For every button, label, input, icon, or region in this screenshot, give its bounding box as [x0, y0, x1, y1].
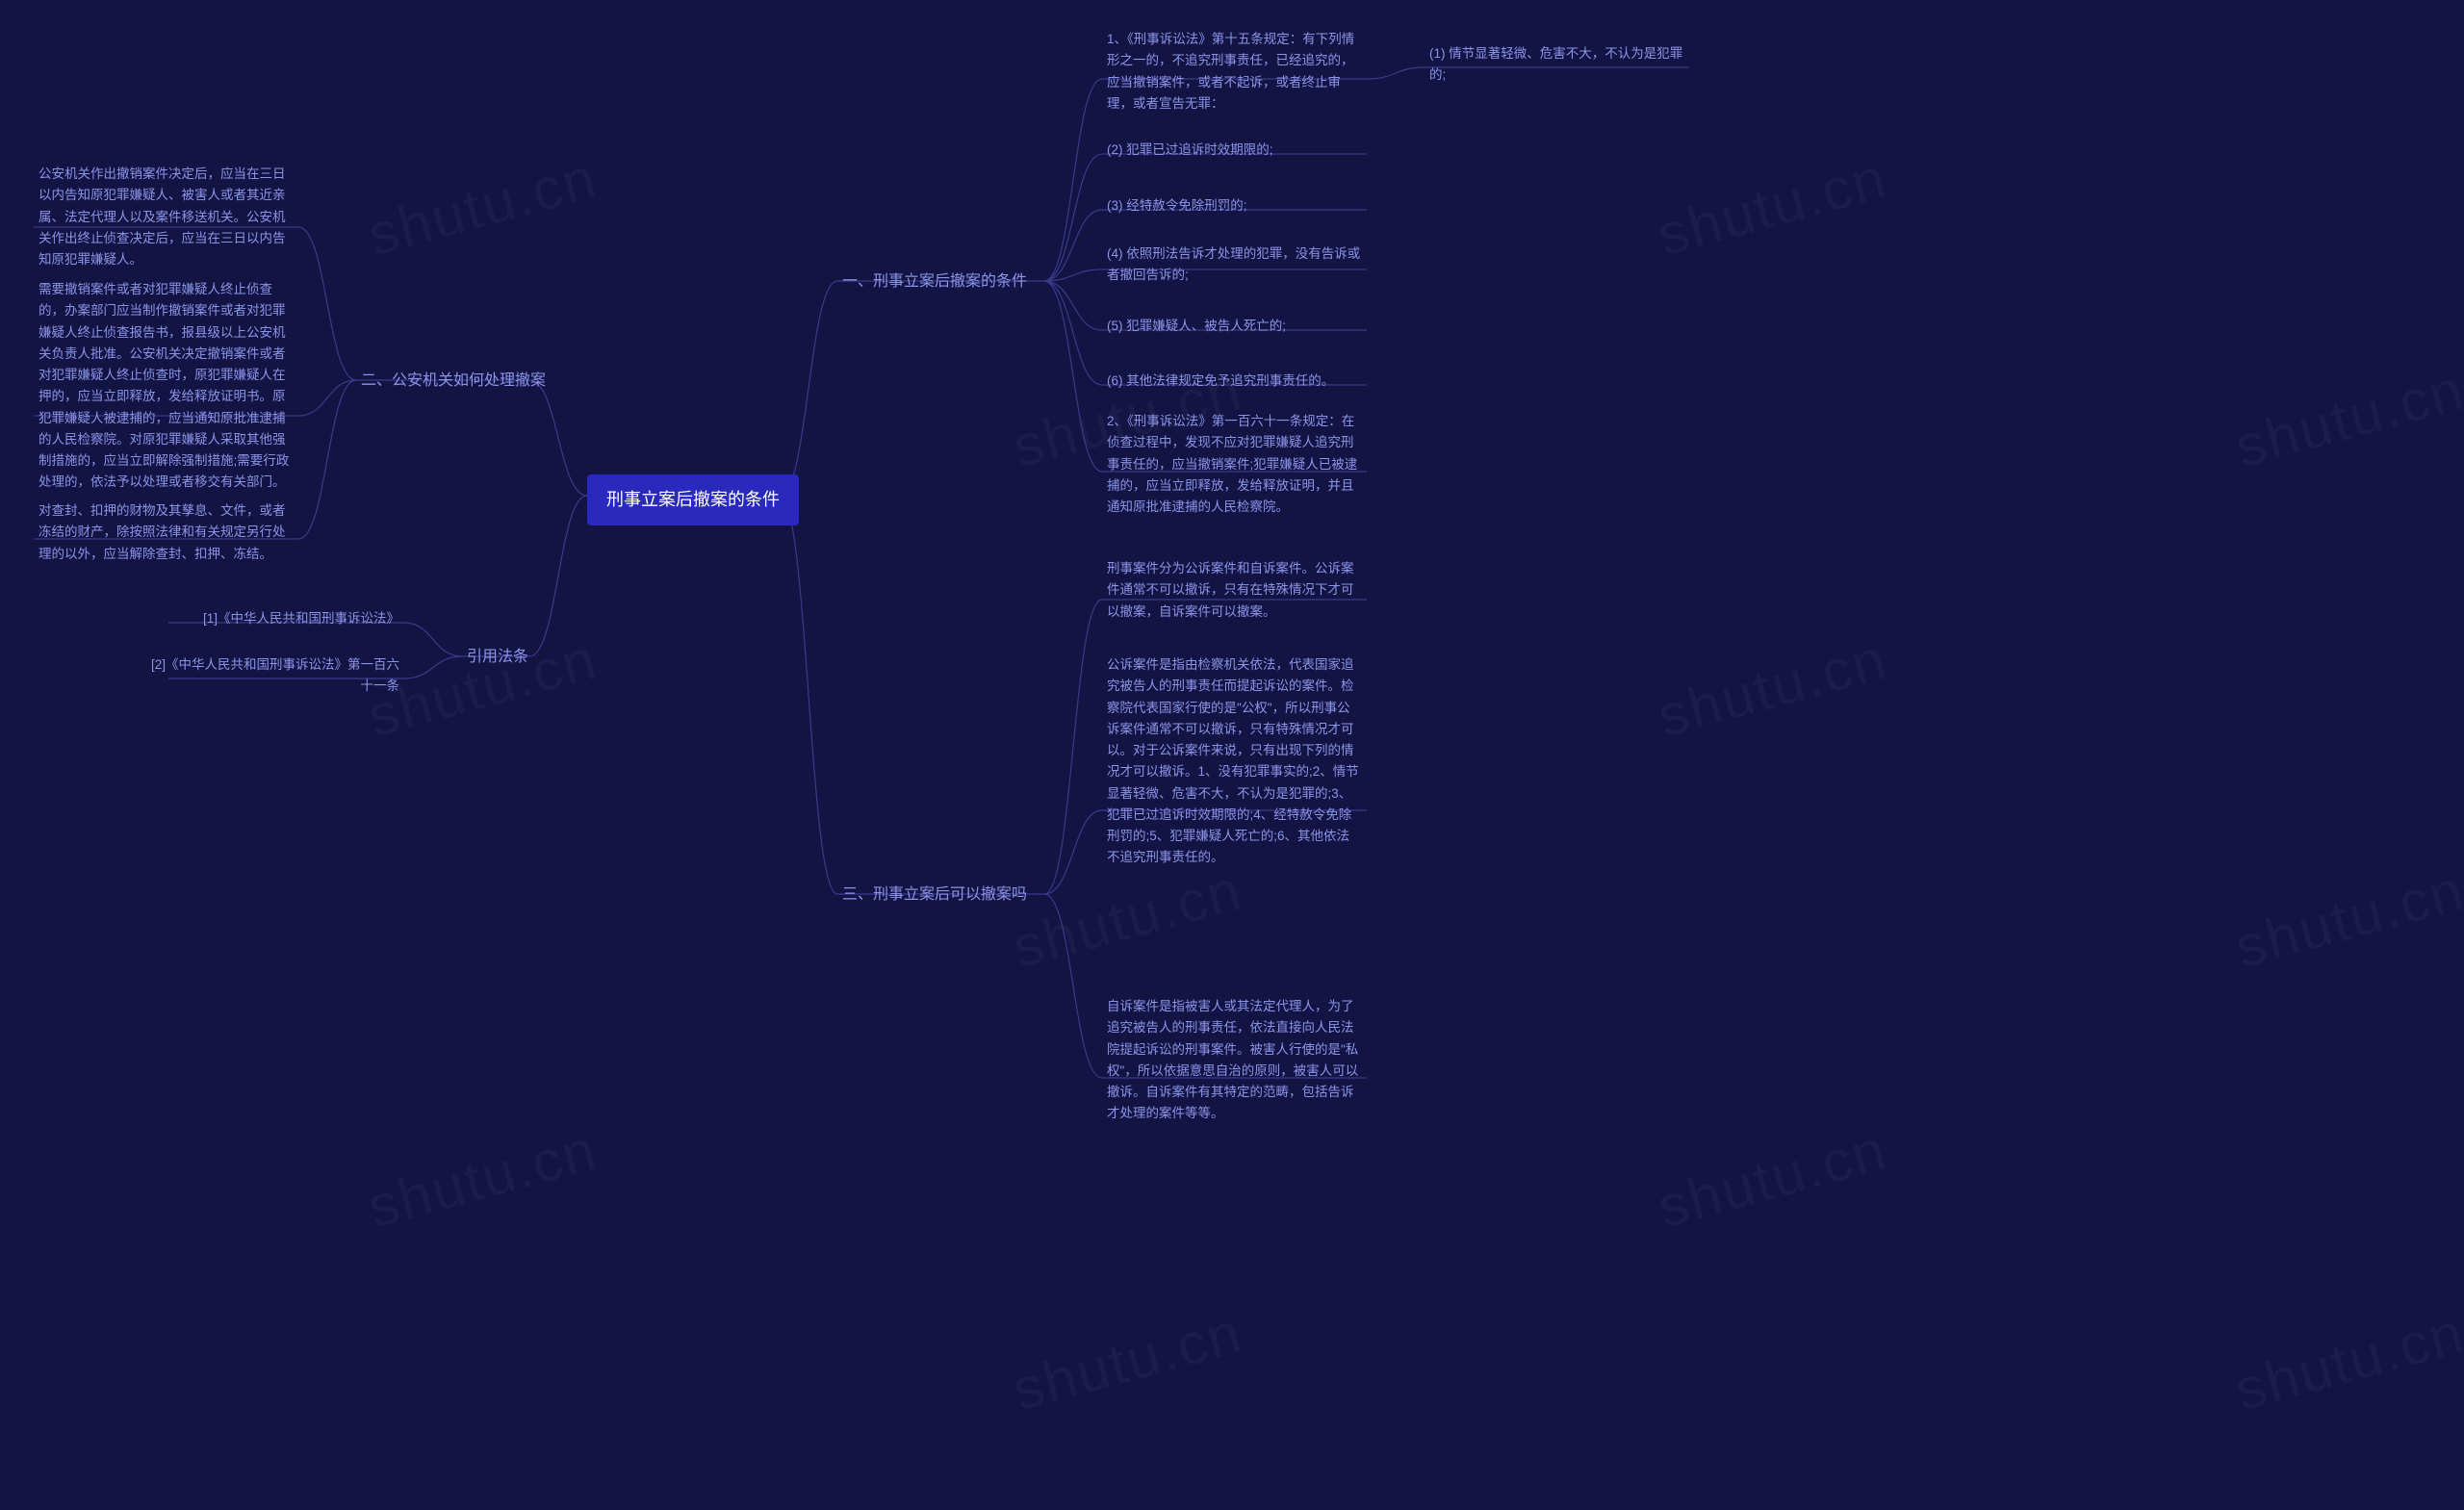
watermark: shutu.cn	[2228, 857, 2464, 981]
watermark: shutu.cn	[1651, 1116, 1893, 1241]
watermark: shutu.cn	[1006, 857, 1248, 981]
leaf-1-7: 2、《刑事诉讼法》第一百六十一条规定：在侦查过程中，发现不应对犯罪嫌疑人追究刑事…	[1107, 411, 1362, 518]
branch-3: 三、刑事立案后可以撤案吗	[842, 883, 1027, 908]
branch-4: 引用法条	[467, 645, 528, 670]
watermark: shutu.cn	[2228, 1299, 2464, 1423]
leaf-4-1: [1]《中华人民共和国刑事诉讼法》	[173, 608, 399, 629]
watermark: shutu.cn	[1651, 144, 1893, 269]
watermark: shutu.cn	[1651, 626, 1893, 750]
branch-1: 一、刑事立案后撤案的条件	[842, 269, 1027, 294]
leaf-4-2: [2]《中华人民共和国刑事诉讼法》第一百六十一条	[144, 654, 399, 698]
root-node: 刑事立案后撤案的条件	[587, 474, 799, 525]
leaf-1-1: 1、《刑事诉讼法》第十五条规定：有下列情形之一的，不追究刑事责任，已经追究的，应…	[1107, 29, 1362, 115]
leaf-1-4: (4) 依照刑法告诉才处理的犯罪，没有告诉或者撤回告诉的;	[1107, 243, 1362, 287]
leaf-1-5: (5) 犯罪嫌疑人、被告人死亡的;	[1107, 316, 1286, 337]
branch-2: 二、公安机关如何处理撤案	[361, 369, 546, 394]
leaf-2-1: 公安机关作出撤销案件决定后，应当在三日以内告知原犯罪嫌疑人、被害人或者其近亲属、…	[38, 164, 294, 270]
leaf-1-1-1: (1) 情节显著轻微、危害不大，不认为是犯罪的;	[1429, 43, 1684, 87]
leaf-1-3: (3) 经特赦令免除刑罚的;	[1107, 195, 1247, 217]
watermark: shutu.cn	[361, 1116, 603, 1241]
watermark: shutu.cn	[2228, 356, 2464, 480]
watermark: shutu.cn	[361, 144, 603, 269]
leaf-3-3: 自诉案件是指被害人或其法定代理人，为了追究被告人的刑事责任，依法直接向人民法院提…	[1107, 996, 1362, 1125]
watermark: shutu.cn	[1006, 1299, 1248, 1423]
leaf-2-3: 对查封、扣押的财物及其孳息、文件，或者冻结的财产，除按照法律和有关规定另行处理的…	[38, 500, 294, 565]
leaf-1-2: (2) 犯罪已过追诉时效期限的;	[1107, 140, 1273, 161]
leaf-2-2: 需要撤销案件或者对犯罪嫌疑人终止侦查的，办案部门应当制作撤销案件或者对犯罪嫌疑人…	[38, 279, 294, 494]
leaf-3-1: 刑事案件分为公诉案件和自诉案件。公诉案件通常不可以撤诉，只有在特殊情况下才可以撤…	[1107, 558, 1362, 623]
leaf-3-2: 公诉案件是指由检察机关依法，代表国家追究被告人的刑事责任而提起诉讼的案件。检察院…	[1107, 654, 1362, 869]
leaf-1-6: (6) 其他法律规定免予追究刑事责任的。	[1107, 371, 1334, 392]
